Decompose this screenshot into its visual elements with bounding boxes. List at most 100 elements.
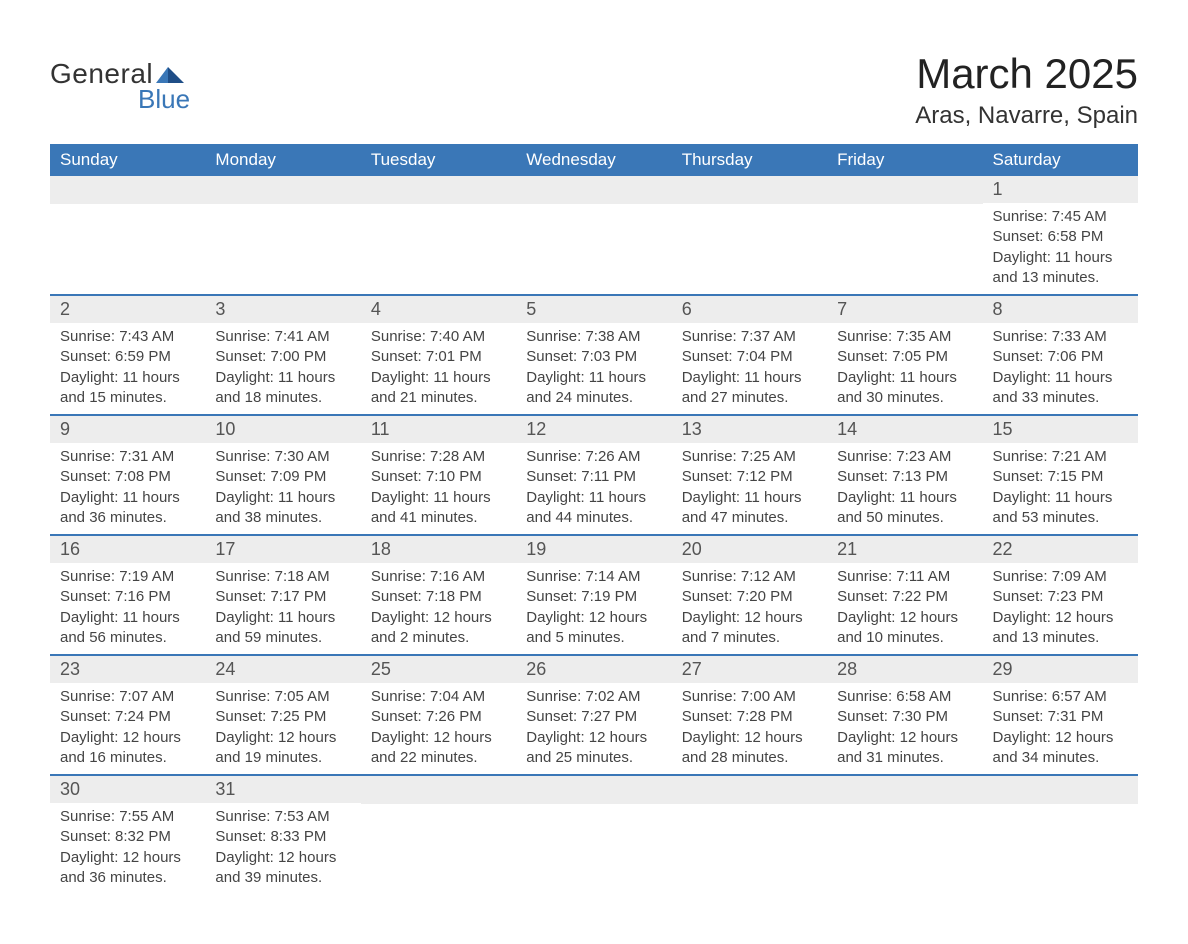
day-number: 19 [516, 536, 671, 563]
day-data: Sunrise: 7:26 AMSunset: 7:11 PMDaylight:… [516, 443, 671, 534]
day-data: Sunrise: 7:05 AMSunset: 7:25 PMDaylight:… [205, 683, 360, 774]
day-number [672, 176, 827, 204]
sunset-text: Sunset: 7:30 PM [837, 707, 972, 727]
sunrise-text: Sunrise: 7:33 AM [993, 327, 1128, 347]
day-number [983, 776, 1138, 804]
daylight-text: Daylight: 12 hours and 34 minutes. [993, 728, 1128, 769]
sunrise-text: Sunrise: 7:41 AM [215, 327, 350, 347]
calendar-cell [672, 176, 827, 295]
sunrise-text: Sunrise: 7:30 AM [215, 447, 350, 467]
day-data [50, 204, 205, 214]
logo: General Blue [50, 50, 190, 115]
calendar-week: 1Sunrise: 7:45 AMSunset: 6:58 PMDaylight… [50, 176, 1138, 295]
calendar-cell [827, 176, 982, 295]
daylight-text: Daylight: 11 hours and 21 minutes. [371, 368, 506, 409]
daylight-text: Daylight: 11 hours and 36 minutes. [60, 488, 195, 529]
column-header: Tuesday [361, 144, 516, 176]
day-data: Sunrise: 7:43 AMSunset: 6:59 PMDaylight:… [50, 323, 205, 414]
day-number: 5 [516, 296, 671, 323]
sunrise-text: Sunrise: 7:53 AM [215, 807, 350, 827]
day-data [361, 204, 516, 214]
calendar-cell: 20 Sunrise: 7:12 AMSunset: 7:20 PMDayligh… [672, 535, 827, 655]
calendar-cell: 16Sunrise: 7:19 AMSunset: 7:16 PMDayligh… [50, 535, 205, 655]
sunrise-text: Sunrise: 6:58 AM [837, 687, 972, 707]
day-number: 18 [361, 536, 516, 563]
sunset-text: Sunset: 7:23 PM [993, 587, 1128, 607]
calendar-cell: 18Sunrise: 7:16 AMSunset: 7:18 PMDayligh… [361, 535, 516, 655]
sunset-text: Sunset: 7:28 PM [682, 707, 817, 727]
sunrise-text: Sunrise: 7:55 AM [60, 807, 195, 827]
daylight-text: Daylight: 12 hours and 31 minutes. [837, 728, 972, 769]
day-number: 17 [205, 536, 360, 563]
logo-triangle-icon [156, 65, 184, 83]
day-number: 15 [983, 416, 1138, 443]
day-number [50, 176, 205, 204]
day-number: 29 [983, 656, 1138, 683]
column-header: Wednesday [516, 144, 671, 176]
daylight-text: Daylight: 11 hours and 38 minutes. [215, 488, 350, 529]
sunset-text: Sunset: 7:17 PM [215, 587, 350, 607]
day-number: 26 [516, 656, 671, 683]
day-number: 10 [205, 416, 360, 443]
header: General Blue March 2025 Aras, Navarre, S… [50, 50, 1138, 130]
calendar-cell: 19Sunrise: 7:14 AMSunset: 7:19 PMDayligh… [516, 535, 671, 655]
day-number: 2 [50, 296, 205, 323]
sunrise-text: Sunrise: 7:31 AM [60, 447, 195, 467]
day-data: Sunrise: 7:04 AMSunset: 7:26 PMDaylight:… [361, 683, 516, 774]
calendar-cell [983, 775, 1138, 894]
day-data: Sunrise: 7:14 AMSunset: 7:19 PMDaylight:… [516, 563, 671, 654]
sunrise-text: Sunrise: 7:11 AM [837, 567, 972, 587]
sunrise-text: Sunrise: 7:23 AM [837, 447, 972, 467]
calendar-cell: 10 Sunrise: 7:30 AMSunset: 7:09 PMDayligh… [205, 415, 360, 535]
daylight-text: Daylight: 12 hours and 7 minutes. [682, 608, 817, 649]
day-number: 4 [361, 296, 516, 323]
day-number: 22 [983, 536, 1138, 563]
daylight-text: Daylight: 11 hours and 44 minutes. [526, 488, 661, 529]
daylight-text: Daylight: 11 hours and 59 minutes. [215, 608, 350, 649]
day-data: Sunrise: 7:28 AMSunset: 7:10 PMDaylight:… [361, 443, 516, 534]
day-number: 24 [205, 656, 360, 683]
daylight-text: Daylight: 12 hours and 36 minutes. [60, 848, 195, 889]
column-header: Thursday [672, 144, 827, 176]
calendar-cell: 26Sunrise: 7:02 AMSunset: 7:27 PMDayligh… [516, 655, 671, 775]
day-data [827, 804, 982, 814]
sunrise-text: Sunrise: 6:57 AM [993, 687, 1128, 707]
day-data: Sunrise: 7:31 AMSunset: 7:08 PMDaylight:… [50, 443, 205, 534]
calendar-cell [361, 176, 516, 295]
sunrise-text: Sunrise: 7:05 AM [215, 687, 350, 707]
sunset-text: Sunset: 7:20 PM [682, 587, 817, 607]
day-data: Sunrise: 7:23 AMSunset: 7:13 PMDaylight:… [827, 443, 982, 534]
daylight-text: Daylight: 11 hours and 18 minutes. [215, 368, 350, 409]
sunset-text: Sunset: 7:13 PM [837, 467, 972, 487]
day-number: 6 [672, 296, 827, 323]
calendar-cell: 27Sunrise: 7:00 AMSunset: 7:28 PMDayligh… [672, 655, 827, 775]
day-number: 20 [672, 536, 827, 563]
day-number: 31 [205, 776, 360, 803]
sunset-text: Sunset: 7:19 PM [526, 587, 661, 607]
calendar-cell: 2Sunrise: 7:43 AMSunset: 6:59 PMDaylight… [50, 295, 205, 415]
day-data [516, 204, 671, 214]
sunrise-text: Sunrise: 7:02 AM [526, 687, 661, 707]
day-data [361, 804, 516, 814]
daylight-text: Daylight: 12 hours and 22 minutes. [371, 728, 506, 769]
day-number: 23 [50, 656, 205, 683]
sunrise-text: Sunrise: 7:37 AM [682, 327, 817, 347]
day-data: Sunrise: 7:02 AMSunset: 7:27 PMDaylight:… [516, 683, 671, 774]
sunrise-text: Sunrise: 7:12 AM [682, 567, 817, 587]
day-number: 1 [983, 176, 1138, 203]
sunset-text: Sunset: 7:11 PM [526, 467, 661, 487]
sunset-text: Sunset: 7:09 PM [215, 467, 350, 487]
sunset-text: Sunset: 8:32 PM [60, 827, 195, 847]
daylight-text: Daylight: 11 hours and 24 minutes. [526, 368, 661, 409]
calendar-cell: 29Sunrise: 6:57 AMSunset: 7:31 PMDayligh… [983, 655, 1138, 775]
day-number [827, 776, 982, 804]
sunrise-text: Sunrise: 7:09 AM [993, 567, 1128, 587]
sunset-text: Sunset: 7:26 PM [371, 707, 506, 727]
day-number: 9 [50, 416, 205, 443]
sunset-text: Sunset: 7:16 PM [60, 587, 195, 607]
day-data: Sunrise: 7:41 AMSunset: 7:00 PMDaylight:… [205, 323, 360, 414]
day-number: 11 [361, 416, 516, 443]
calendar-cell [672, 775, 827, 894]
daylight-text: Daylight: 11 hours and 56 minutes. [60, 608, 195, 649]
daylight-text: Daylight: 12 hours and 5 minutes. [526, 608, 661, 649]
